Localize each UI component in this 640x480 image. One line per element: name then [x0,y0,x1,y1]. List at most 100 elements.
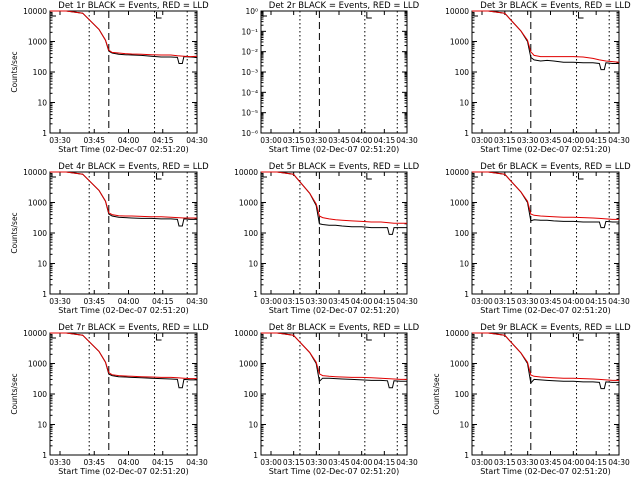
x-tick-label: 03:00 [471,297,493,306]
lld-series-line [261,171,407,224]
y-tick-label: 10000 [234,329,258,338]
x-axis-label: Start Time (02-Dec-07 02:51:20) [480,467,611,476]
x-tick-label: 03:15 [283,297,305,306]
events-series-line [50,332,197,389]
y-tick-label: 10 [37,260,47,269]
panel-det-8: Det 8r BLACK = Events, RED = LLD 1 10 100 10… [234,323,420,476]
corner-bracket [51,334,56,339]
events-series-line [472,10,619,71]
x-tick-label: 03:15 [494,458,516,467]
x-axis-label: Start Time (02-Dec-07 02:51:20) [269,467,400,476]
y-tick-label: 1 [464,129,469,138]
panel-title: Det 5r BLACK = Events, RED = LLD [269,162,420,172]
plot-frame [260,332,408,456]
corner-bracket [51,12,56,17]
x-tick-label: 04:00 [563,297,585,306]
x-tick-label: 04:15 [374,297,396,306]
attenuator-bracket [366,173,372,180]
y-tick-label: 10⁻¹ [241,27,258,36]
events-series-line [472,171,619,229]
y-tick-label: 10 [248,421,258,430]
y-tick-label: 100 [33,68,48,77]
x-tick-label: 03:00 [471,458,493,467]
x-tick-label: 04:15 [152,297,174,306]
y-tick-label: 10000 [445,329,469,338]
plot-frame [471,332,620,456]
corner-bracket [262,334,267,339]
x-tick-label: 03:30 [306,458,328,467]
x-tick-label: 04:00 [118,297,140,306]
y-tick-label: 1000 [28,38,47,47]
x-tick-label: 03:45 [540,458,562,467]
attenuator-bracket [366,12,372,19]
panel-title: Det 9r BLACK = Events, RED = LLD [480,323,631,333]
x-axis-label: Start Time (02-Dec-07 02:51:20) [480,306,611,315]
events-series-line [472,332,619,390]
y-tick-label: 10000 [445,7,469,16]
y-tick-label: 10 [37,99,47,108]
x-tick-label: 03:30 [49,136,71,145]
panel-title: Det 1r BLACK = Events, RED = LLD [58,1,209,11]
corner-bracket [473,173,478,178]
panel-title: Det 8r BLACK = Events, RED = LLD [269,323,420,333]
y-tick-label: 10 [459,99,469,108]
y-axis-label: Counts/sec [10,51,19,92]
y-tick-label: 1 [253,451,258,460]
x-tick-label: 03:30 [306,136,328,145]
y-tick-label: 10⁻⁴ [241,88,258,97]
y-tick-label: 1 [253,290,258,299]
y-tick-label: 100 [244,390,259,399]
y-tick-label: 1 [42,451,47,460]
y-tick-label: 10 [459,421,469,430]
panel-title: Det 2r BLACK = Events, RED = LLD [269,1,420,11]
y-tick-label: 1 [464,451,469,460]
attenuator-bracket [578,173,584,180]
y-tick-label: 100 [455,68,470,77]
panel-det-7: Det 7r BLACK = Events, RED = LLD 1 10 100 10… [10,323,209,476]
panel-det-1: Det 1r BLACK = Events, RED = LLD 1 10 100 10… [10,1,209,154]
x-tick-label: 03:30 [49,458,71,467]
corner-bracket [473,334,478,339]
y-axis-label: Counts/sec [10,212,19,253]
y-tick-label: 1000 [450,360,469,369]
x-tick-label: 03:45 [83,458,105,467]
x-tick-label: 03:15 [283,458,305,467]
panel-det-2: Det 2r BLACK = Events, RED = LLD 10⁻⁶ 10⁻⁵… [241,1,419,154]
x-tick-label: 03:00 [260,458,282,467]
panel-title: Det 3r BLACK = Events, RED = LLD [480,1,631,11]
plot-frame [49,332,198,456]
x-axis-label: Start Time (02-Dec-07 02:51:20) [269,145,400,154]
corner-bracket [262,12,267,17]
corner-bracket [51,173,56,178]
x-tick-label: 03:45 [328,458,350,467]
plot-frame [260,10,408,134]
x-axis-label: Start Time (02-Dec-07 02:51:20) [58,467,189,476]
plot-frame [471,10,620,134]
x-tick-label: 04:15 [152,458,174,467]
y-tick-label: 1000 [28,360,47,369]
y-tick-label: 10 [248,260,258,269]
events-series-line [261,171,407,235]
y-tick-label: 10000 [23,168,47,177]
events-series-line [261,332,407,389]
x-tick-label: 04:15 [152,136,174,145]
plot-frame [49,10,198,134]
lld-series-line [472,171,619,220]
x-tick-label: 03:45 [83,136,105,145]
y-tick-label: 1000 [450,199,469,208]
y-tick-label: 1 [464,290,469,299]
y-tick-label: 10000 [23,329,47,338]
y-tick-label: 10⁻⁵ [241,109,258,118]
x-tick-label: 03:15 [494,297,516,306]
x-tick-label: 03:00 [260,297,282,306]
x-tick-label: 03:45 [83,297,105,306]
x-tick-label: 04:30 [186,458,208,467]
panel-title: Det 4r BLACK = Events, RED = LLD [58,162,209,172]
x-tick-label: 04:15 [374,458,396,467]
attenuator-bracket [366,334,372,341]
y-tick-label: 100 [33,229,48,238]
y-tick-label: 10⁰ [245,7,258,16]
attenuator-bracket [578,12,584,19]
panel-title: Det 6r BLACK = Events, RED = LLD [480,162,631,172]
